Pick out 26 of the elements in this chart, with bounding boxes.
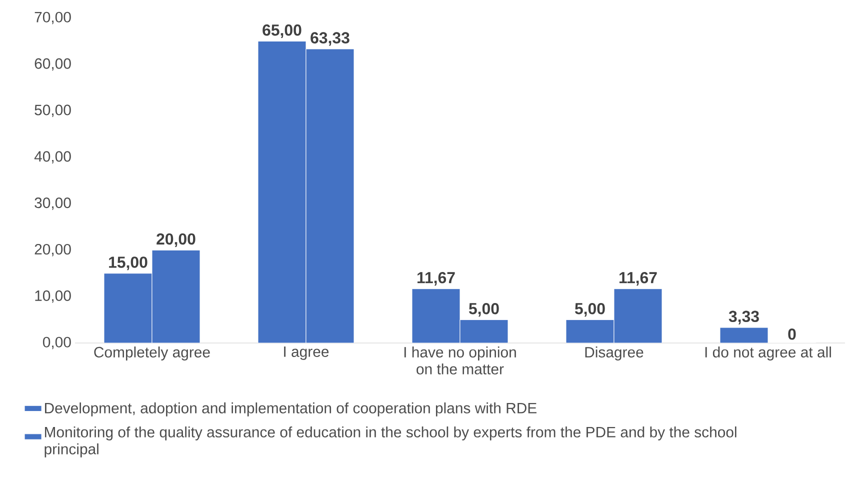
- data-label: 3,33: [728, 310, 759, 324]
- y-tick-label: 60,00: [34, 58, 71, 71]
- x-tick-label: I do not agree at all: [705, 346, 831, 360]
- data-label: 0: [788, 328, 796, 340]
- y-tick-label: 30,00: [34, 198, 71, 210]
- bar: [720, 327, 768, 343]
- y-tick-label: 40,00: [34, 151, 71, 164]
- y-tick-label: 20,00: [34, 244, 71, 256]
- y-tick-label: 70,00: [34, 12, 71, 24]
- data-label: 5,00: [574, 302, 605, 317]
- y-tick-label: 10,00: [35, 290, 71, 303]
- y-tick-label: 0,00: [42, 336, 71, 350]
- legend-label: Monitoring of the quality assurance of education in the school by experts from the PDE and by the school principal: [44, 426, 736, 458]
- data-label: 63,33: [310, 32, 350, 46]
- y-tick-label: 50,00: [34, 104, 71, 118]
- data-label: 5,00: [468, 302, 499, 317]
- x-tick-label: I agree: [284, 346, 329, 360]
- data-label: 15,00: [109, 256, 148, 270]
- legend-label: Development, adoption and implementation of cooperation plans with RDE: [45, 402, 536, 416]
- data-label: 11,67: [417, 272, 455, 286]
- data-label: 65,00: [262, 24, 302, 38]
- x-tick-label: Disagree: [585, 346, 644, 360]
- x-tick-label: Completely agree: [94, 346, 210, 360]
- data-label: 20,00: [156, 233, 196, 247]
- data-label: 11,67: [619, 272, 657, 286]
- x-tick-label: I have no opinion on the matter: [404, 346, 516, 374]
